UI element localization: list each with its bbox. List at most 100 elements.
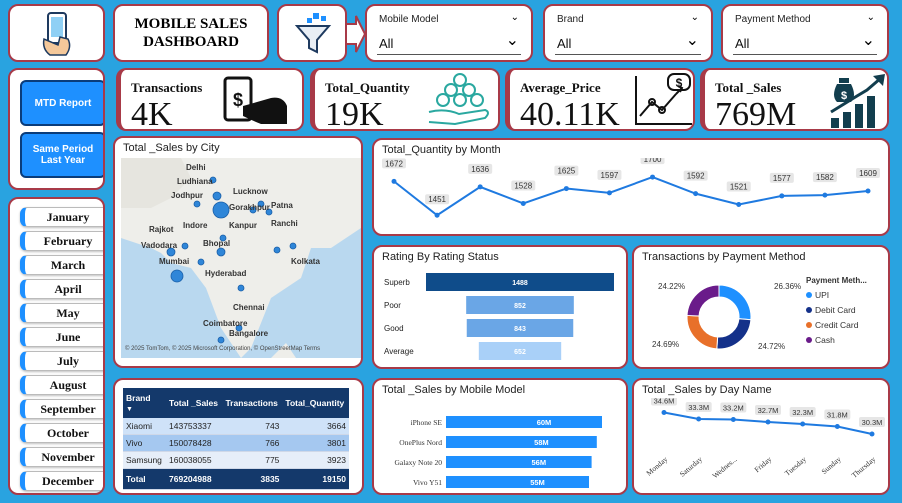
model-bar[interactable] bbox=[446, 416, 602, 428]
rating-bar[interactable] bbox=[426, 273, 614, 291]
donut-slice[interactable] bbox=[716, 318, 752, 350]
col-header[interactable]: Total_Quantity bbox=[282, 388, 349, 418]
filter-payment-method[interactable]: Payment Method ⌄ All ⌄ bbox=[721, 4, 889, 62]
donut-slice[interactable] bbox=[718, 284, 752, 321]
day-label-bg bbox=[789, 407, 816, 417]
city-bubble[interactable] bbox=[219, 234, 227, 242]
donut-slice[interactable] bbox=[686, 284, 720, 317]
day-label: 34.6M bbox=[654, 398, 675, 406]
table-row[interactable]: Samsung 160038055 775 3923 bbox=[123, 451, 349, 469]
model-category: iPhone SE bbox=[411, 418, 443, 427]
col-header[interactable]: Total _Sales bbox=[166, 388, 223, 418]
month-button[interactable]: December bbox=[20, 471, 103, 491]
qty-point[interactable] bbox=[391, 178, 397, 184]
city-bubble[interactable] bbox=[166, 247, 176, 257]
qty-label: 1625 bbox=[557, 167, 575, 176]
col-header[interactable]: Brand ▼ bbox=[123, 388, 167, 418]
city-bubble[interactable] bbox=[193, 200, 201, 208]
qty-point[interactable] bbox=[520, 200, 526, 206]
month-button[interactable]: January bbox=[20, 207, 103, 227]
donut-slice[interactable] bbox=[686, 314, 719, 350]
qty-point[interactable] bbox=[865, 188, 871, 194]
city-bubble[interactable] bbox=[212, 191, 222, 201]
city-label: Bangalore bbox=[229, 329, 269, 338]
month-button[interactable]: February bbox=[20, 231, 103, 251]
day-label: 32.3M bbox=[792, 408, 813, 417]
city-map[interactable]: Delhi Ludhiana Jodhpur Lucknow Gorakhpur Patn… bbox=[121, 158, 361, 358]
table-row[interactable]: Xiaomi 143753337 743 3664 bbox=[123, 418, 349, 435]
filter-brand[interactable]: Brand ⌄ All ⌄ bbox=[543, 4, 713, 62]
day-category: Tuesday bbox=[783, 454, 808, 477]
legend-item[interactable]: Cash bbox=[806, 335, 858, 345]
qty-point[interactable] bbox=[693, 191, 699, 197]
city-bubble[interactable] bbox=[265, 208, 273, 216]
model-bar[interactable] bbox=[446, 476, 589, 488]
kpi-label: Total_Quantity bbox=[325, 80, 410, 95]
qty-point[interactable] bbox=[563, 186, 569, 192]
day-label-bg bbox=[859, 417, 885, 427]
rating-bar[interactable] bbox=[478, 342, 562, 360]
qty-point[interactable] bbox=[650, 174, 656, 180]
city-bubble[interactable] bbox=[217, 336, 225, 344]
table-row[interactable]: Vivo 150078428 766 3801 bbox=[123, 434, 349, 452]
city-bubble[interactable] bbox=[170, 269, 184, 283]
rating-bar[interactable] bbox=[466, 296, 574, 314]
money-growth-icon: $ bbox=[830, 74, 885, 128]
city-bubble[interactable] bbox=[209, 176, 217, 184]
city-label: Coimbatore bbox=[203, 319, 248, 328]
donut-label: 24.69% bbox=[652, 340, 679, 349]
qty-label-bg bbox=[640, 158, 665, 165]
model-bar[interactable] bbox=[446, 456, 592, 468]
legend-item[interactable]: Debit Card bbox=[806, 305, 858, 315]
day-point[interactable] bbox=[834, 424, 840, 429]
legend-item[interactable]: Credit Card bbox=[806, 320, 858, 330]
city-bubble[interactable] bbox=[197, 258, 205, 266]
month-button[interactable]: August bbox=[20, 375, 103, 395]
day-point[interactable] bbox=[661, 410, 667, 415]
city-bubble[interactable] bbox=[289, 242, 297, 250]
day-point[interactable] bbox=[765, 419, 771, 425]
qty-point[interactable] bbox=[606, 190, 612, 196]
model-value: 55M bbox=[530, 478, 545, 487]
day-point[interactable] bbox=[730, 417, 736, 422]
month-button[interactable]: June bbox=[20, 327, 103, 347]
table-total-row: Total 769204988 3835 19150 bbox=[123, 468, 349, 490]
qty-point[interactable] bbox=[434, 212, 440, 218]
month-button[interactable]: April bbox=[20, 279, 103, 299]
month-button[interactable]: May bbox=[20, 303, 103, 323]
qty-point[interactable] bbox=[779, 193, 785, 199]
city-bubble[interactable] bbox=[273, 246, 281, 254]
rating-panel: Rating By Rating Status Superb 1488 Poor 85… bbox=[372, 245, 628, 369]
day-point[interactable] bbox=[800, 421, 806, 427]
mtd-report-button[interactable]: MTD Report bbox=[20, 80, 103, 126]
col-header[interactable]: Transactions bbox=[222, 388, 283, 418]
month-button[interactable]: March bbox=[20, 255, 103, 275]
qty-point[interactable] bbox=[822, 192, 828, 198]
month-button[interactable]: September bbox=[20, 399, 103, 419]
filter-mobile-model[interactable]: Mobile Model ⌄ All ⌄ bbox=[365, 4, 533, 62]
city-bubble[interactable] bbox=[181, 242, 189, 250]
month-button[interactable]: October bbox=[20, 423, 103, 443]
month-button[interactable]: November bbox=[20, 447, 103, 467]
legend-item[interactable]: UPI bbox=[806, 290, 858, 300]
city-bubble[interactable] bbox=[235, 324, 243, 332]
qty-point[interactable] bbox=[477, 184, 483, 190]
city-bubble[interactable] bbox=[249, 206, 257, 214]
day-label-bg bbox=[824, 409, 851, 420]
city-bubble[interactable] bbox=[237, 284, 245, 292]
month-button[interactable]: July bbox=[20, 351, 103, 371]
filter-icon-card[interactable] bbox=[277, 4, 347, 62]
model-bar[interactable] bbox=[446, 436, 597, 448]
city-label: Bhopal bbox=[203, 239, 230, 248]
day-point[interactable] bbox=[696, 416, 702, 422]
day-point[interactable] bbox=[869, 431, 875, 437]
qty-point[interactable] bbox=[736, 202, 742, 208]
city-bubble[interactable] bbox=[216, 247, 226, 257]
cash-payment-icon: $ bbox=[223, 76, 287, 124]
same-period-button[interactable]: Same Period Last Year bbox=[20, 132, 103, 178]
city-bubble[interactable] bbox=[212, 201, 230, 219]
city-bubble[interactable] bbox=[257, 200, 265, 208]
kpi-label: Total _Sales bbox=[715, 80, 782, 95]
rating-bar[interactable] bbox=[466, 319, 574, 337]
city-label: Chennai bbox=[233, 303, 265, 312]
